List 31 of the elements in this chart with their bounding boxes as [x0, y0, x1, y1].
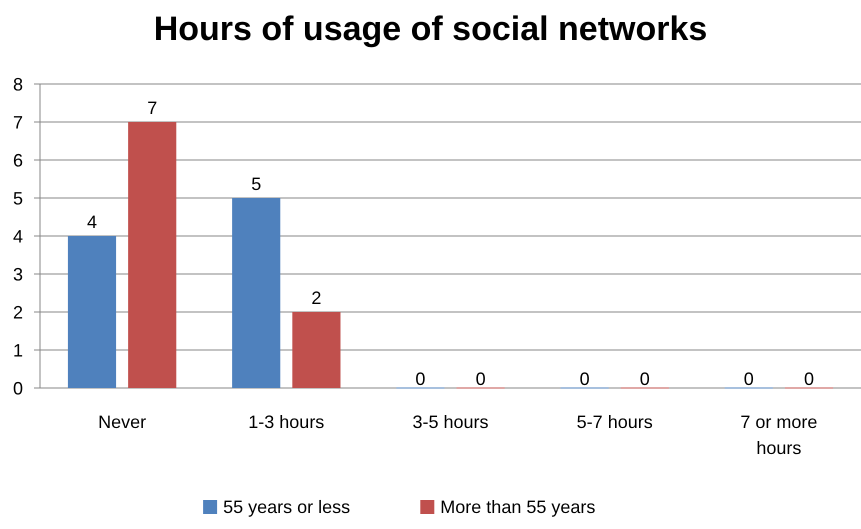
data-label: 0: [640, 369, 650, 389]
data-label: 0: [580, 369, 590, 389]
chart-title: Hours of usage of social networks: [154, 10, 708, 48]
y-tick-label: 2: [12, 302, 24, 322]
data-label: 0: [476, 369, 486, 389]
x-tick-label: 3-5 hours: [412, 412, 489, 432]
y-tick-label: 7: [12, 112, 24, 132]
legend-label: 55 years or less: [223, 497, 350, 517]
y-tick-label: 1: [12, 340, 24, 360]
y-tick-label: 3: [12, 264, 24, 284]
data-label: 0: [415, 369, 426, 389]
x-tick-label: 1-3 hours: [248, 412, 324, 432]
bar: [232, 198, 280, 388]
bar: [128, 122, 176, 388]
x-tick-label: 5-7 hours: [576, 412, 653, 432]
y-tick-label: 4: [12, 226, 24, 246]
data-label: 5: [251, 174, 262, 194]
data-label: 0: [744, 369, 754, 389]
x-tick-label: 7 or more hours: [740, 412, 818, 458]
y-tick-label: 5: [12, 188, 24, 208]
data-label: 0: [804, 369, 814, 389]
y-tick-label: 0: [12, 378, 24, 398]
legend-label: More than 55 years: [440, 497, 596, 517]
bar: [292, 312, 340, 388]
bar: [68, 236, 116, 388]
y-tick-label: 6: [12, 150, 24, 170]
y-tick-label: 8: [12, 74, 24, 94]
data-label: 7: [147, 98, 158, 118]
x-tick-label: Never: [98, 412, 146, 432]
data-label: 4: [86, 212, 98, 232]
data-label: 2: [311, 288, 322, 308]
